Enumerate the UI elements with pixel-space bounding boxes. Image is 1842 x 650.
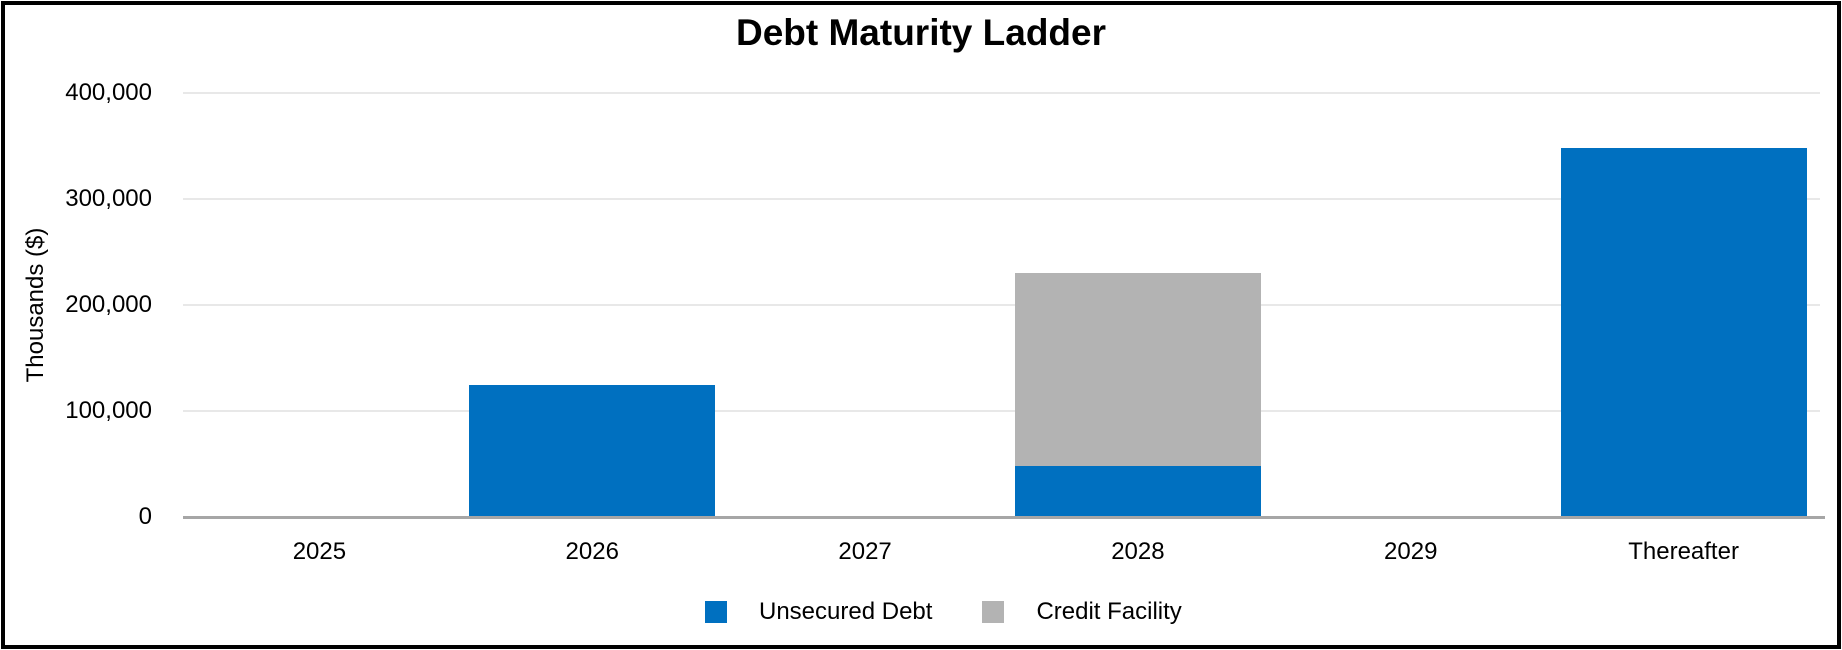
x-category-label: 2028 bbox=[1111, 538, 1165, 565]
legend-label: Credit Facility bbox=[1036, 598, 1182, 625]
bar-segment-unsecured-debt bbox=[1560, 148, 1807, 517]
legend-label: Unsecured Debt bbox=[759, 598, 933, 625]
x-category-label: 2025 bbox=[292, 538, 347, 565]
bar-segment-credit-facility bbox=[1014, 273, 1261, 467]
chart-legend: Unsecured Debt Credit Facility bbox=[705, 598, 1182, 626]
gridline bbox=[183, 410, 1820, 412]
legend-swatch-icon bbox=[982, 601, 1005, 623]
y-tick-label: 100,000 bbox=[65, 397, 152, 424]
bar-segment-unsecured-debt bbox=[1014, 466, 1261, 517]
x-category-label: 2027 bbox=[838, 538, 892, 565]
y-tick-label: 200,000 bbox=[65, 291, 152, 318]
legend-item: Credit Facility bbox=[982, 598, 1182, 626]
chart-title: Debt Maturity Ladder bbox=[735, 12, 1107, 53]
gridline bbox=[183, 198, 1820, 200]
legend-item: Unsecured Debt bbox=[705, 598, 932, 626]
gridline bbox=[183, 92, 1820, 94]
x-category-label: Thereafter bbox=[1628, 538, 1739, 565]
legend-swatch-icon bbox=[705, 601, 727, 623]
x-category-label: 2026 bbox=[565, 538, 619, 565]
x-category-label: 2029 bbox=[1384, 538, 1438, 565]
bar-segment-unsecured-debt bbox=[469, 384, 716, 517]
gridline bbox=[183, 304, 1820, 306]
y-tick-label: 300,000 bbox=[65, 185, 152, 212]
y-tick-label: 400,000 bbox=[65, 79, 152, 106]
x-axis-line bbox=[183, 515, 1825, 519]
y-tick-label: 0 bbox=[138, 503, 152, 530]
